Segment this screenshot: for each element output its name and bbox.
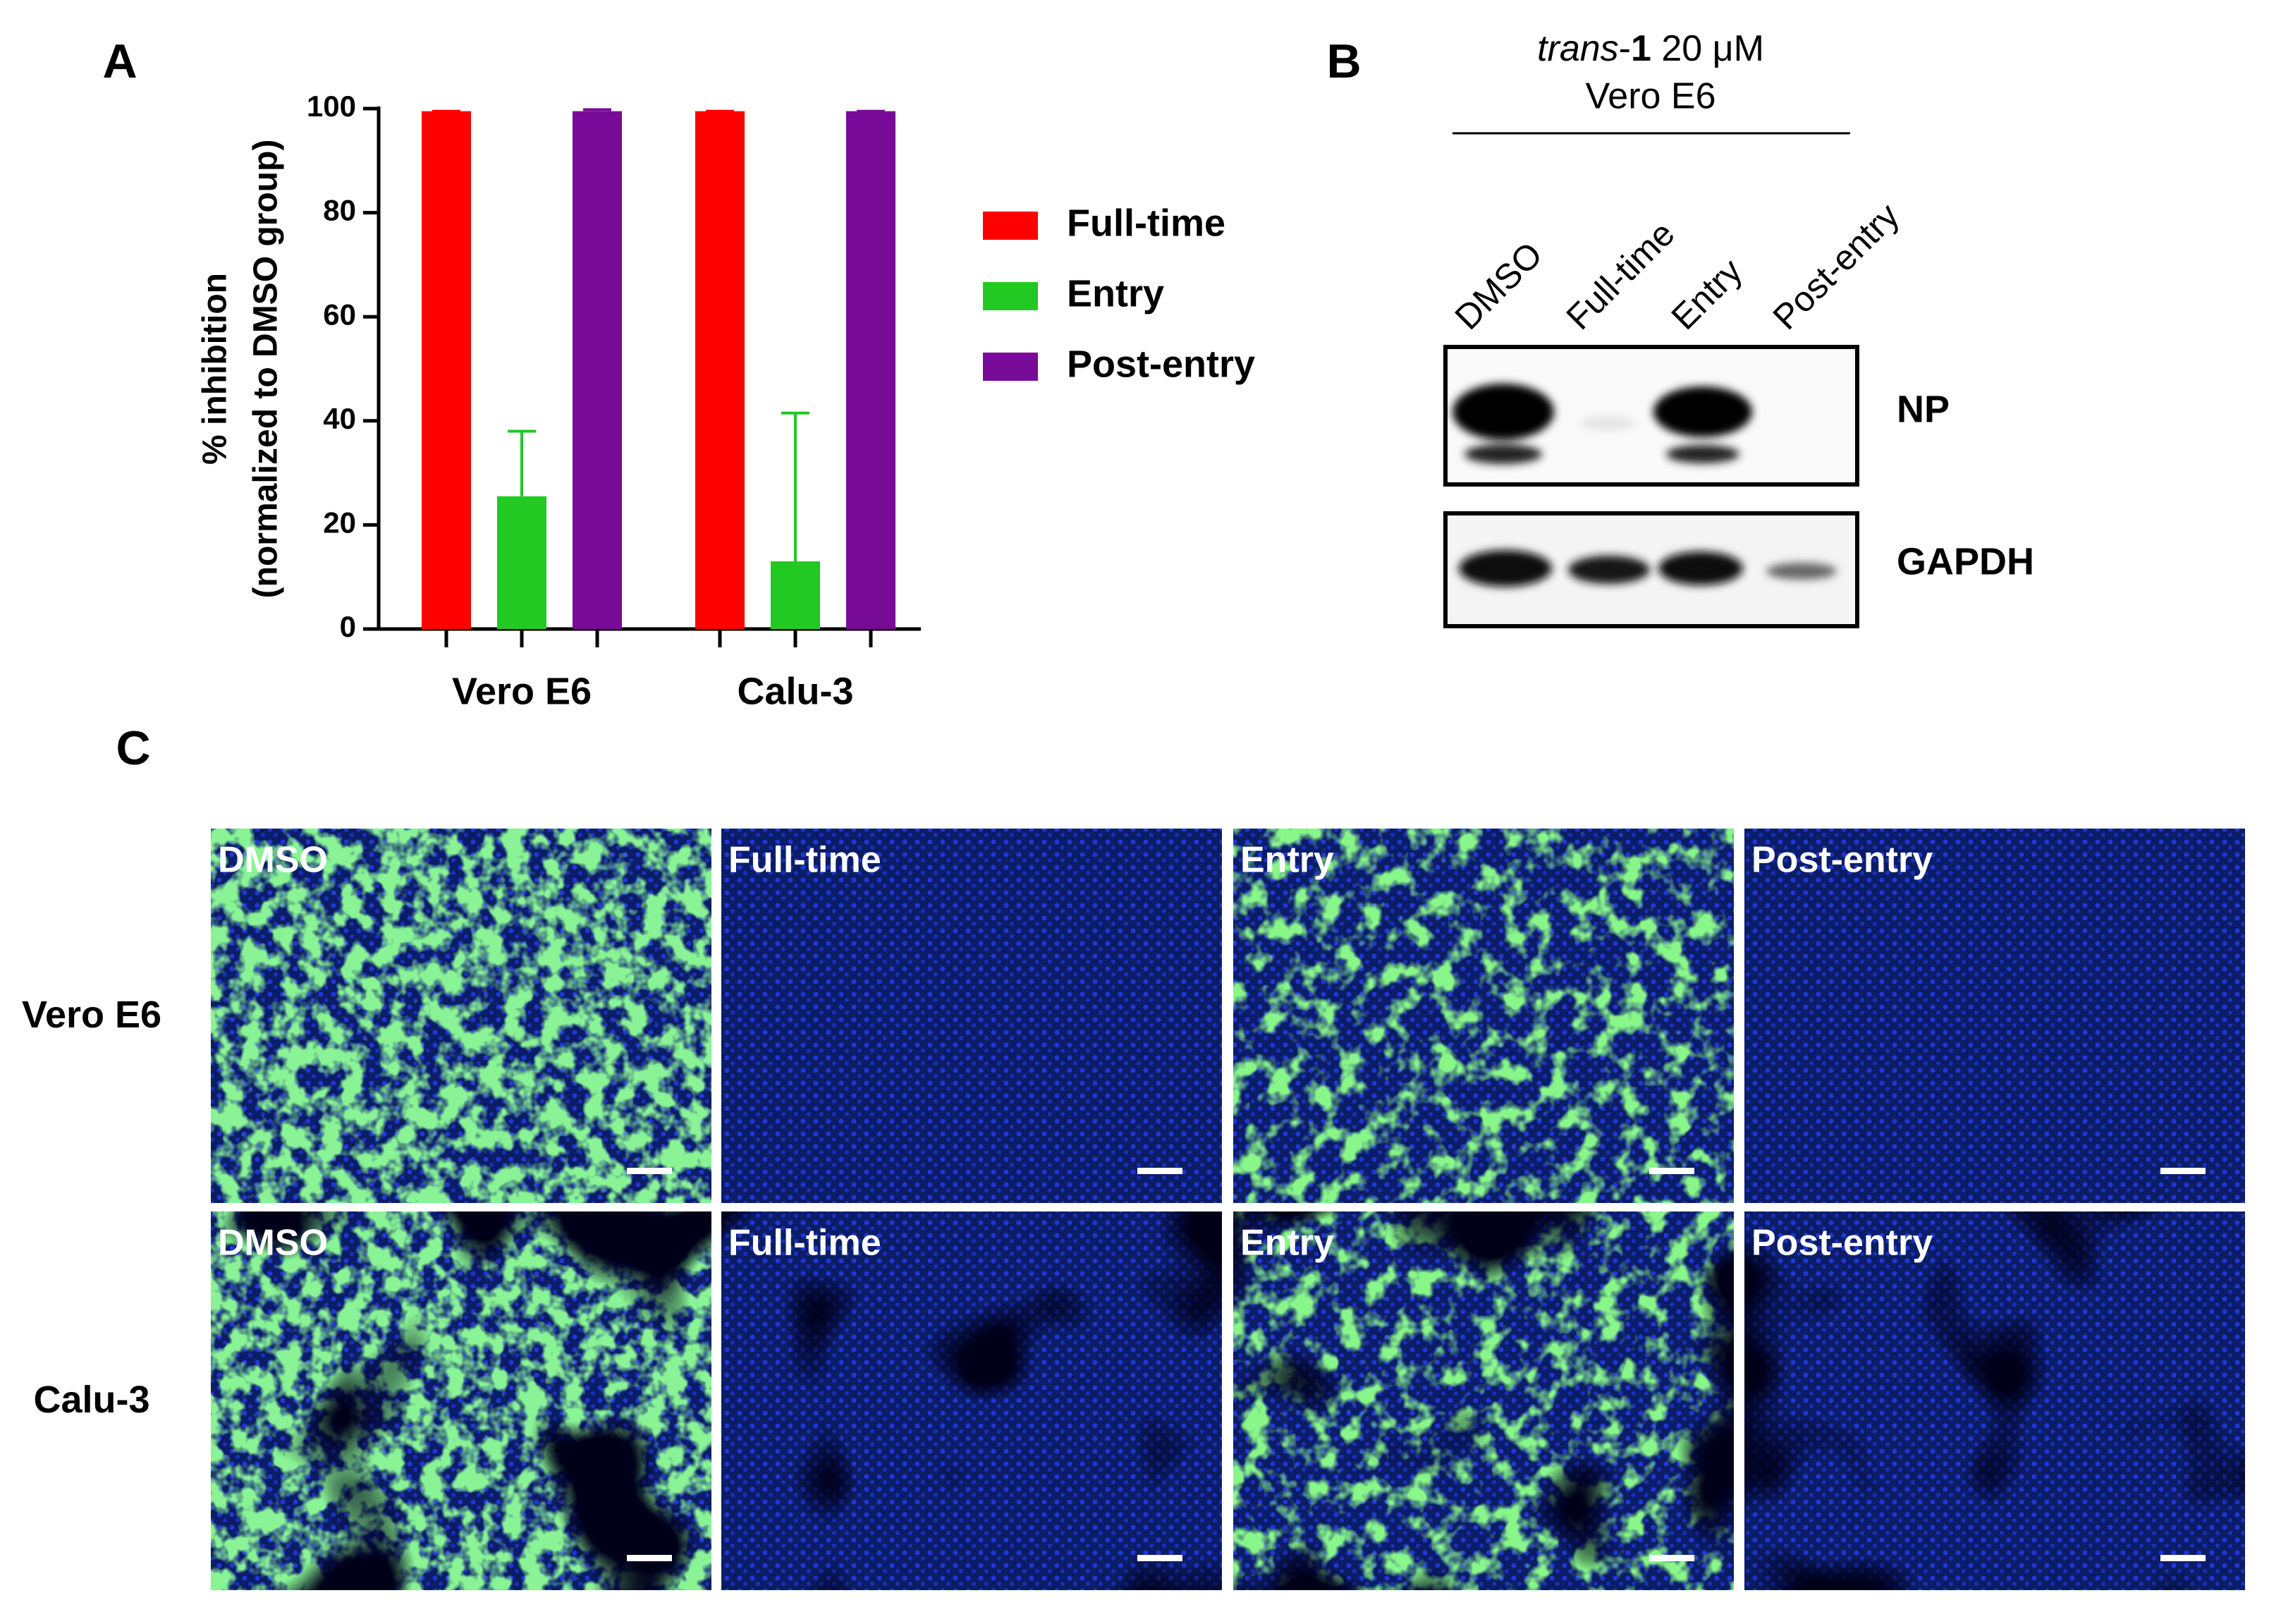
image-label: DMSO [218, 1223, 328, 1264]
bar [573, 111, 622, 629]
y-tick-label: 0 [340, 610, 356, 643]
nuclei-layer [721, 829, 1222, 1203]
micrograph: DMSO [211, 829, 711, 1203]
legend-label: Entry [1067, 272, 1164, 315]
image-label: Entry [1240, 840, 1334, 881]
legend-label: Post-entry [1067, 343, 1255, 385]
treatment-part: 1 [1631, 28, 1651, 69]
empty-area [211, 1211, 711, 1590]
lane-label: DMSO [1448, 234, 1551, 337]
empty-area [721, 1211, 1222, 1590]
nuclei-layer [1744, 829, 2245, 1203]
micrograph: DMSO [211, 1211, 711, 1590]
y-tick-label: 60 [323, 298, 356, 331]
micrograph: Post-entry [1744, 829, 2245, 1203]
empty-area [1233, 1211, 1734, 1590]
scale-bar [1137, 1168, 1182, 1174]
protein-label: NP [1897, 388, 1950, 430]
micrograph: Full-time [721, 1211, 1222, 1590]
image-label: Post-entry [1751, 840, 1933, 881]
legend-swatch [983, 282, 1038, 310]
band [1568, 556, 1650, 584]
row-label: Vero E6 [22, 994, 161, 1036]
bar [771, 561, 820, 629]
y-tick-label: 100 [307, 90, 356, 123]
micrograph: Entry [1233, 829, 1734, 1203]
band [1579, 416, 1636, 430]
image-label: Entry [1240, 1223, 1334, 1264]
y-axis-label: % inhibition [197, 273, 234, 465]
y-tick-label: 40 [323, 402, 356, 435]
lane-label: Full-time [1559, 214, 1682, 337]
image-label: Full-time [728, 840, 881, 881]
bar [497, 496, 546, 629]
micrograph: Entry [1233, 1211, 1734, 1590]
band [1459, 550, 1552, 587]
y-tick-label: 80 [323, 194, 356, 227]
scale-bar [1649, 1168, 1694, 1174]
band [1653, 386, 1752, 437]
empty-area [1744, 1211, 2245, 1590]
micrograph: Full-time [721, 829, 1222, 1203]
y-tick-label: 20 [323, 506, 356, 539]
band [1658, 551, 1743, 585]
treatment: trans-1 20 μM [1537, 28, 1764, 69]
legend-swatch [983, 353, 1038, 381]
scale-bar [627, 1555, 672, 1561]
lane-label: Entry [1664, 251, 1750, 337]
bands [1452, 384, 1837, 587]
bar [695, 111, 745, 629]
micrograph: Post-entry [1744, 1211, 2245, 1590]
band [1766, 563, 1837, 580]
band [1452, 384, 1554, 440]
bar [846, 111, 895, 629]
panel-label: C [116, 721, 150, 775]
scale-bar [2160, 1168, 2206, 1174]
panel-label: B [1326, 35, 1361, 88]
image-label: DMSO [218, 840, 328, 881]
protein-label: GAPDH [1897, 540, 2034, 582]
bar [422, 111, 471, 629]
row-label: Calu-3 [33, 1379, 149, 1421]
treatment-part: - [1619, 28, 1631, 69]
x-tick-label: Calu-3 [737, 670, 853, 712]
treatment-part: 20 μM [1651, 28, 1764, 69]
x-tick-label: Vero E6 [452, 670, 592, 712]
treatment-part: trans [1537, 28, 1619, 69]
lane-label: Post-entry [1766, 195, 1907, 337]
legend-label: Full-time [1067, 202, 1225, 244]
cell-line: Vero E6 [1585, 76, 1715, 117]
np-stain [211, 829, 711, 1203]
image-label: Post-entry [1751, 1223, 1933, 1264]
image-label: Full-time [728, 1223, 881, 1264]
legend-swatch [983, 212, 1038, 240]
scale-bar [1649, 1555, 1694, 1561]
scale-bar [2160, 1555, 2206, 1561]
panel-label: A [102, 35, 137, 88]
band [1464, 444, 1542, 464]
band [1666, 445, 1739, 463]
np-stain [1233, 829, 1734, 1203]
scale-bar [627, 1168, 672, 1174]
scale-bar [1137, 1555, 1182, 1561]
y-axis-label: (normalized to DMSO group) [247, 140, 285, 599]
